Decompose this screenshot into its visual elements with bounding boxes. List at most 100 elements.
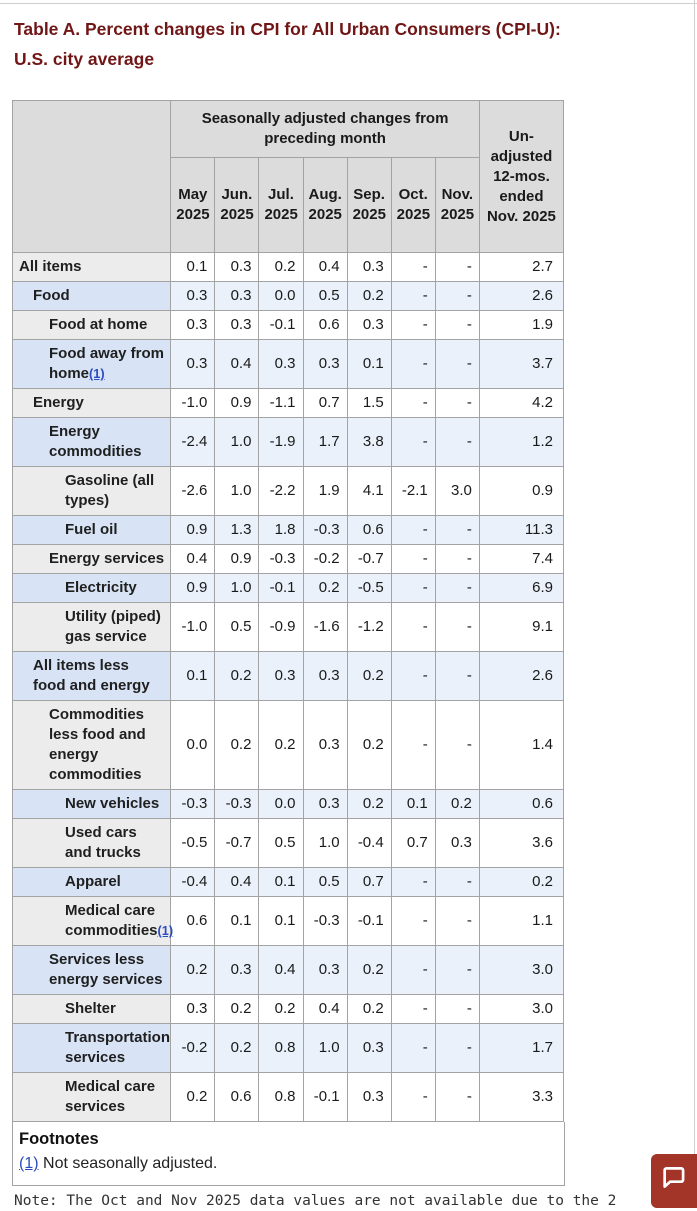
value-cell: 1.9 xyxy=(302,466,348,516)
page-title: Table A. Percent changes in CPI for All … xyxy=(14,14,697,74)
value-cell: 0.3 xyxy=(302,339,348,389)
value-cell: - xyxy=(434,281,480,311)
value-cell: 0.2 xyxy=(346,945,392,995)
value-cell: 0.8 xyxy=(258,1023,304,1073)
value-cell: 0.2 xyxy=(258,252,304,282)
value-cell: - xyxy=(390,515,436,545)
value-cell: 3.8 xyxy=(346,417,392,467)
value-cell: 0.3 xyxy=(346,310,392,340)
value-cell: -1.9 xyxy=(258,417,304,467)
value-cell: 0.9 xyxy=(170,515,216,545)
value-cell: -1.6 xyxy=(302,602,348,652)
footnotes-section: Footnotes (1) Not seasonally adjusted. xyxy=(12,1122,565,1186)
footnotes-heading: Footnotes xyxy=(19,1130,99,1148)
column-header-month: Jul. 2025 xyxy=(258,157,304,253)
value-cell: 0.0 xyxy=(170,700,216,790)
value-cell: 0.1 xyxy=(214,896,260,946)
row-label-cell: Fuel oil xyxy=(11,515,172,545)
footnote-link[interactable]: (1) xyxy=(89,366,105,381)
value-cell: 1.0 xyxy=(302,818,348,868)
value-cell: - xyxy=(390,700,436,790)
page-title-line1: Table A. Percent changes in CPI for All … xyxy=(14,19,561,39)
value-cell: 0.3 xyxy=(170,310,216,340)
value-cell: - xyxy=(434,945,480,995)
chat-widget-button[interactable] xyxy=(651,1154,697,1208)
yoy-value-cell: 2.6 xyxy=(478,651,565,701)
yoy-value-cell: 1.7 xyxy=(478,1023,565,1073)
yoy-value-cell: 3.0 xyxy=(478,994,565,1024)
column-header-month: Sep. 2025 xyxy=(346,157,392,253)
table-body: All items 0.1 0.3 0.2 0.4 0.3- -2.7 Food 0.3 0.3 0… xyxy=(11,252,565,1122)
footnote-link[interactable]: (1) xyxy=(157,923,174,938)
value-cell: 1.8 xyxy=(258,515,304,545)
value-cell: 0.4 xyxy=(302,994,348,1024)
value-cell: - xyxy=(390,573,436,603)
table-row: Food at home 0.3 0.3 -0.1 0.6 0.3- -1.9 xyxy=(11,310,565,340)
value-cell: -1.2 xyxy=(346,602,392,652)
yoy-value-cell: 0.9 xyxy=(478,466,565,516)
column-header-month: Nov. 2025 xyxy=(434,157,480,253)
row-label-cell: Medical care services xyxy=(11,1072,172,1122)
row-label-cell: Apparel xyxy=(11,867,172,897)
row-label-cell: Commodities less food and energy commodi… xyxy=(11,700,172,790)
value-cell: 0.1 xyxy=(170,651,216,701)
value-cell: - xyxy=(434,1072,480,1122)
footnote-text: Not seasonally adjusted. xyxy=(43,1155,218,1172)
table-row: Energy services 0.4 0.9 -0.3 -0.2 -0.7- -7.4 xyxy=(11,544,565,574)
yoy-value-cell: 6.9 xyxy=(478,573,565,603)
yoy-value-cell: 1.9 xyxy=(478,310,565,340)
table-row: Apparel -0.4 0.4 0.1 0.5 0.7- -0.2 xyxy=(11,867,565,897)
value-cell: 0.6 xyxy=(302,310,348,340)
value-cell: 0.2 xyxy=(346,281,392,311)
value-cell: 0.3 xyxy=(258,339,304,389)
value-cell: 0.2 xyxy=(214,1023,260,1073)
value-cell: 0.3 xyxy=(302,789,348,819)
value-cell: 0.5 xyxy=(214,602,260,652)
value-cell: 0.4 xyxy=(214,867,260,897)
value-cell: -0.3 xyxy=(302,896,348,946)
row-label-cell: Electricity xyxy=(11,573,172,603)
value-cell: 1.0 xyxy=(302,1023,348,1073)
value-cell: 0.1 xyxy=(346,339,392,389)
value-cell: - xyxy=(390,417,436,467)
value-cell: 0.9 xyxy=(214,544,260,574)
value-cell: -0.3 xyxy=(258,544,304,574)
table-row: Energy -1.0 0.9 -1.1 0.7 1.5- -4.2 xyxy=(11,388,565,418)
value-cell: - xyxy=(434,339,480,389)
corner-header-cell xyxy=(11,100,172,253)
yoy-value-cell: 2.6 xyxy=(478,281,565,311)
value-cell: 0.2 xyxy=(258,994,304,1024)
value-cell: - xyxy=(434,700,480,790)
value-cell: 0.7 xyxy=(390,818,436,868)
row-label-cell: New vehicles xyxy=(11,789,172,819)
value-cell: - xyxy=(434,651,480,701)
value-cell: - xyxy=(390,339,436,389)
value-cell: 0.3 xyxy=(258,651,304,701)
value-cell: 0.3 xyxy=(214,281,260,311)
value-cell: -0.5 xyxy=(170,818,216,868)
value-cell: 1.7 xyxy=(302,417,348,467)
cpi-table: Seasonally adjusted changes from precedi… xyxy=(11,100,565,1122)
table-row: Fuel oil 0.9 1.3 1.8 -0.3 0.6- -11.3 xyxy=(11,515,565,545)
value-cell: -0.3 xyxy=(214,789,260,819)
column-header-month: May 2025 xyxy=(170,157,216,253)
value-cell: 1.3 xyxy=(214,515,260,545)
value-cell: -0.5 xyxy=(346,573,392,603)
value-cell: - xyxy=(390,1072,436,1122)
yoy-value-cell: 9.1 xyxy=(478,602,565,652)
value-cell: 0.2 xyxy=(214,994,260,1024)
column-header-month: Aug. 2025 xyxy=(302,157,348,253)
value-cell: 0.1 xyxy=(258,867,304,897)
footnote-ref-link[interactable]: (1) xyxy=(19,1155,39,1172)
value-cell: - xyxy=(390,994,436,1024)
footnote-item: (1) Not seasonally adjusted. xyxy=(19,1155,559,1173)
value-cell: - xyxy=(434,310,480,340)
value-cell: -2.4 xyxy=(170,417,216,467)
value-cell: - xyxy=(390,388,436,418)
value-cell: 0.9 xyxy=(214,388,260,418)
table-header: Seasonally adjusted changes from precedi… xyxy=(11,100,565,253)
value-cell: 0.6 xyxy=(170,896,216,946)
table-row: Energy commodities -2.4 1.0 -1.9 1.7 3.8- -1.2 xyxy=(11,417,565,467)
value-cell: - xyxy=(434,252,480,282)
value-cell: -0.1 xyxy=(302,1072,348,1122)
